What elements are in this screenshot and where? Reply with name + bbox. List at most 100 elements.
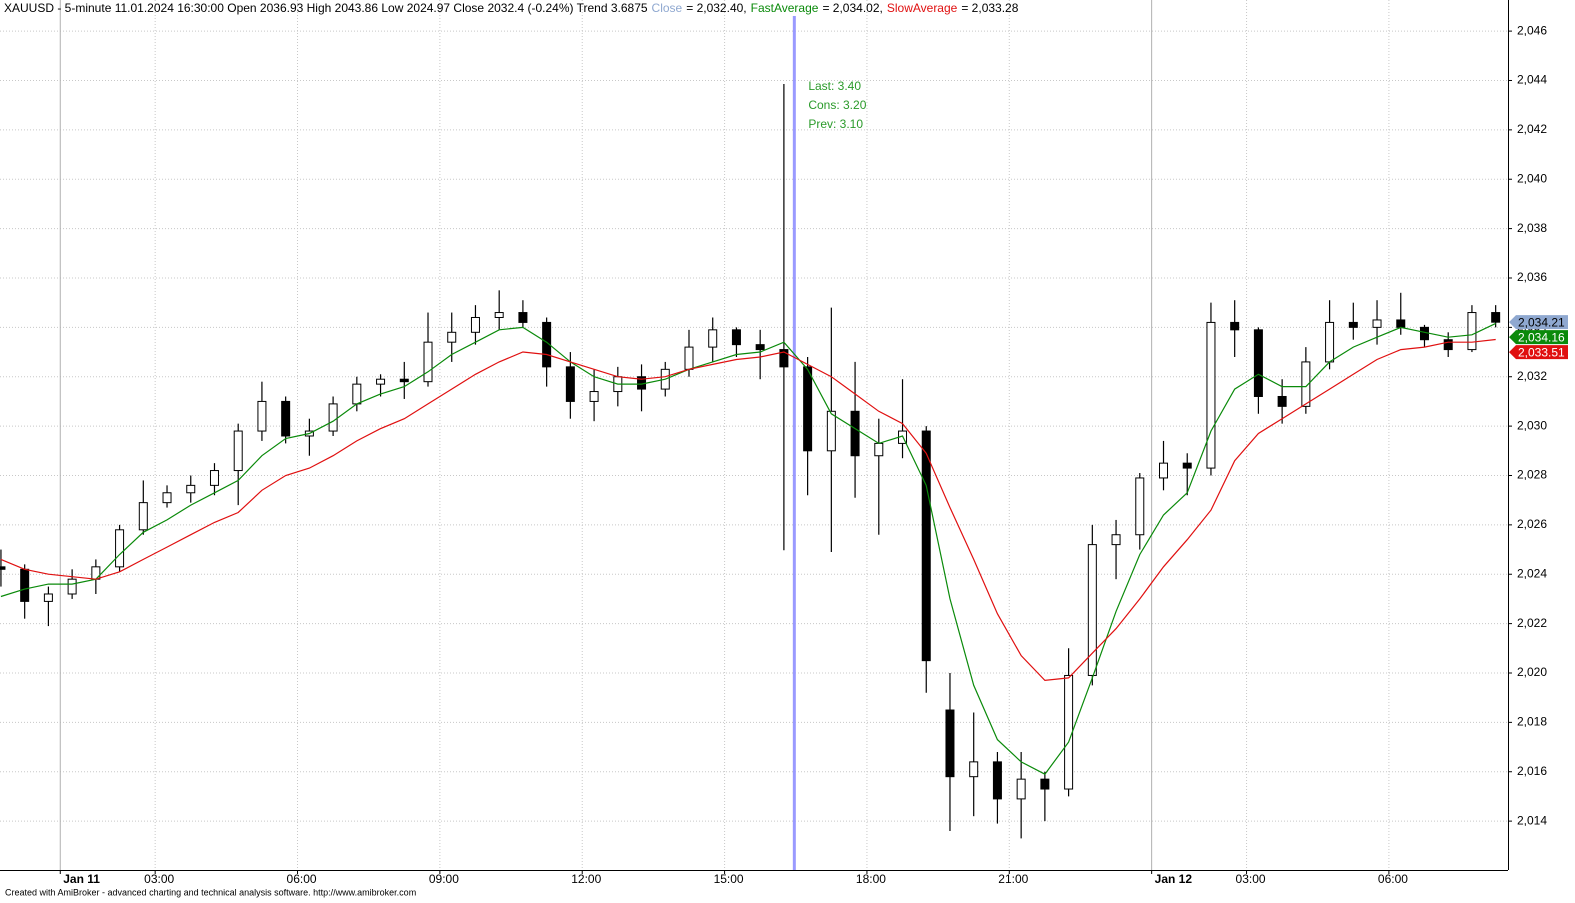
y-tick-label: 2,016: [1517, 764, 1547, 778]
candle-body: [399, 378, 409, 383]
y-tick-label: 2,028: [1517, 468, 1547, 482]
candle-body: [20, 568, 30, 602]
candle-body: [1253, 329, 1263, 397]
average-line: [0, 338, 1496, 682]
last-value-label: 2,033.51: [1518, 345, 1565, 359]
candle-body: [1040, 778, 1050, 790]
y-tick-label: 2,038: [1517, 221, 1547, 235]
candle-body: [779, 349, 789, 368]
candle-body: [1230, 321, 1240, 331]
last-value-label: 2,034.16: [1518, 330, 1565, 344]
candle-body: [565, 366, 575, 402]
candle-body: [1491, 312, 1501, 323]
candle-body: [1372, 319, 1382, 328]
legend-name: SlowAverage: [887, 1, 958, 15]
candle-body: [162, 492, 172, 504]
candle-body: [731, 329, 741, 346]
footer: Created with AmiBroker - advanced charti…: [5, 887, 416, 897]
x-tick-label: 06:00: [287, 872, 317, 886]
candle-body: [1159, 462, 1169, 479]
x-tick-label: Jan 12: [1155, 872, 1193, 886]
candle-body: [186, 484, 196, 494]
y-tick-label: 2,020: [1517, 665, 1547, 679]
x-tick-label: 21:00: [998, 872, 1028, 886]
x-tick-label: 03:00: [144, 872, 174, 886]
title: XAUUSD - 5-minute 11.01.2024 16:30:00 Op…: [4, 1, 648, 15]
annotation-text: Last: 3.40: [808, 79, 861, 93]
candle-body: [945, 709, 955, 778]
y-tick-label: 2,018: [1517, 715, 1547, 729]
y-tick-label: 2,044: [1517, 73, 1547, 87]
candle-body: [1064, 674, 1074, 790]
candle-body: [755, 344, 765, 351]
x-tick-label: 15:00: [714, 872, 744, 886]
average-line: [0, 322, 1496, 775]
last-value-badge: [1509, 315, 1568, 330]
candle-body: [376, 378, 386, 385]
chart-header: XAUUSD - 5-minute 11.01.2024 16:30:00 Op…: [4, 1, 1019, 15]
candle-body: [0, 566, 6, 570]
y-tick-label: 2,046: [1517, 23, 1547, 37]
annotation-text: Prev: 3.10: [808, 117, 863, 131]
candle-body: [1111, 534, 1121, 546]
candle-body: [1087, 544, 1097, 676]
y-tick-label: 2,040: [1517, 171, 1547, 185]
candle-body: [1325, 321, 1335, 363]
candle-body: [826, 410, 836, 452]
candle-body: [447, 331, 457, 343]
candle-body: [470, 316, 480, 333]
candle-body: [1419, 326, 1429, 341]
y-tick-label: 2,042: [1517, 122, 1547, 136]
candle-body: [708, 329, 718, 348]
x-tick-label: 06:00: [1378, 872, 1408, 886]
legend-name: FastAverage: [751, 1, 819, 15]
last-value-badge: [1509, 330, 1568, 345]
candle-body: [542, 321, 552, 368]
legend-value: = 2,034.02,: [822, 1, 882, 15]
y-tick-label: 2,014: [1517, 813, 1547, 827]
candle-body: [1348, 321, 1358, 328]
y-tick-label: 2,032: [1517, 369, 1547, 383]
last-value-label: 2,034.21: [1518, 315, 1565, 329]
candle-body: [1016, 778, 1026, 800]
candle-body: [874, 442, 884, 457]
candle-body: [1135, 477, 1145, 536]
candle-body: [423, 341, 433, 383]
candle-body: [1277, 395, 1287, 407]
candle-body: [494, 312, 504, 318]
candle-body: [257, 400, 267, 432]
candle-body: [281, 400, 291, 437]
candle-body: [209, 470, 219, 486]
plot: [0, 16, 1501, 870]
candle-body: [589, 391, 599, 402]
candle-body: [850, 410, 860, 457]
candle-body: [1443, 339, 1453, 351]
y-tick-label: 2,026: [1517, 517, 1547, 531]
candle-body: [969, 761, 979, 778]
candle-body: [1182, 462, 1192, 469]
x-tick-label: 18:00: [856, 872, 886, 886]
y-tick-label: 2,030: [1517, 418, 1547, 432]
annotation-text: Cons: 3.20: [808, 98, 866, 112]
x-tick-label: Jan 11: [63, 872, 100, 886]
candle-body: [1301, 361, 1311, 407]
candle-body: [115, 529, 125, 568]
x-tick-label: 12:00: [571, 872, 601, 886]
candle-body: [43, 593, 53, 602]
candle-body: [684, 346, 694, 370]
candle-body: [921, 430, 931, 662]
candle-body: [1396, 319, 1406, 328]
y-tick-label: 2,024: [1517, 566, 1547, 580]
x-tick-label: 03:00: [1236, 872, 1266, 886]
last-value-badge: [1509, 345, 1568, 360]
candle-body: [992, 761, 1002, 800]
candle-body: [518, 312, 528, 323]
candle-body: [67, 578, 77, 595]
x-tick-label: 09:00: [429, 872, 459, 886]
grid: [0, 0, 1512, 874]
candle-body: [1206, 321, 1216, 469]
y-tick-label: 2,022: [1517, 616, 1547, 630]
legend-value: = 2,033.28: [961, 1, 1018, 15]
y-tick-label: 2,036: [1517, 270, 1547, 284]
